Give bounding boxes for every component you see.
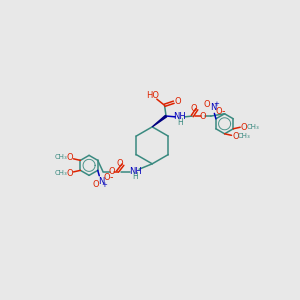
Text: O: O — [109, 167, 116, 176]
Text: O: O — [200, 112, 206, 121]
Text: O: O — [232, 132, 239, 141]
Text: O: O — [104, 173, 110, 182]
Text: O: O — [93, 181, 100, 190]
Text: O: O — [66, 169, 73, 178]
Text: O: O — [241, 123, 248, 132]
Text: O: O — [66, 153, 73, 162]
Text: O: O — [190, 104, 197, 113]
Text: O: O — [203, 100, 210, 109]
Text: +: + — [214, 101, 220, 107]
Text: N: N — [210, 103, 216, 112]
Text: O: O — [117, 159, 123, 168]
Text: H: H — [132, 172, 138, 182]
Text: O: O — [174, 97, 181, 106]
Polygon shape — [152, 115, 167, 127]
Text: NH: NH — [129, 167, 142, 176]
Text: -: - — [221, 106, 225, 116]
Text: O: O — [216, 106, 222, 116]
Text: NH: NH — [174, 112, 186, 121]
Text: CH₃: CH₃ — [55, 154, 68, 160]
Text: CH₃: CH₃ — [246, 124, 259, 130]
Text: HO: HO — [146, 91, 159, 100]
Text: H: H — [177, 118, 183, 127]
Text: -: - — [109, 172, 112, 182]
Text: N: N — [98, 177, 104, 186]
Text: CH₃: CH₃ — [238, 133, 250, 139]
Text: CH₃: CH₃ — [55, 170, 68, 176]
Text: +: + — [102, 182, 108, 188]
